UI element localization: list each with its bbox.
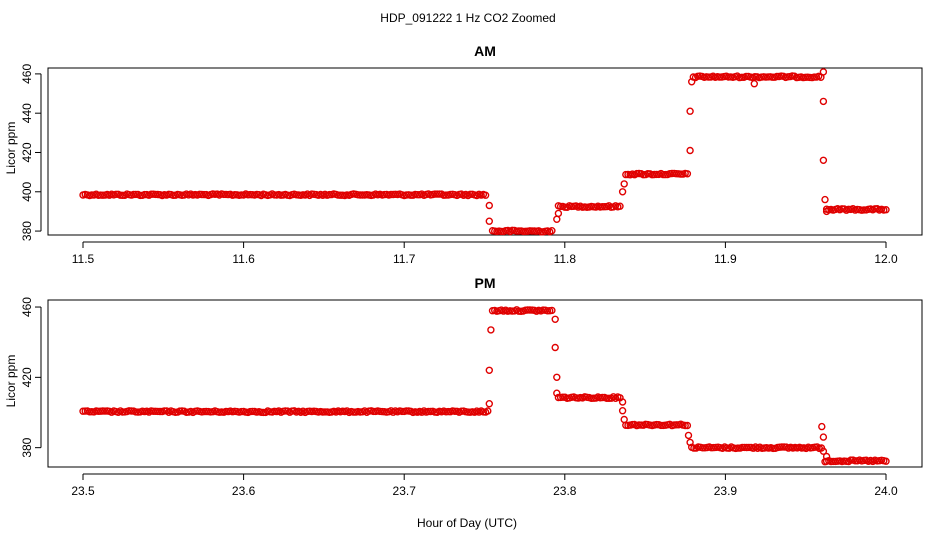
am-transition-point [485,217,493,225]
pm-plot-frame [47,299,923,468]
pm-x-tick-label: 23.9 [714,484,738,498]
am-x-axis: 11.5 11.6 11.7 11.8 11.9 12.0 [72,241,898,266]
pm-panel-title: PM [475,275,496,291]
am-segment-0-point [481,191,490,199]
pm-transition-point [684,431,693,440]
pm-data-points [79,306,890,466]
pm-transition-point [485,400,493,408]
am-segment-4-point [742,72,750,81]
pm-transition-point [553,389,561,397]
pm-segment-3-point [683,421,692,430]
pm-y-axis-label: Licor ppm [4,355,18,408]
am-transition-point [688,78,696,86]
am-x-tick-label: 11.5 [72,252,95,266]
am-data-points [79,68,890,236]
am-segment-1-point [548,226,556,235]
am-transition-point [819,68,828,76]
am-segment-3-point [659,170,667,179]
am-transition-point [686,146,694,155]
am-plot-frame [47,67,923,236]
pm-panel: PM Licor ppm 23.5 23.6 23.7 23.8 23.9 24.0 38… [4,275,923,498]
am-segment-2-point [556,202,565,211]
pm-segment-2-point [603,394,611,402]
pm-transition-point [618,398,627,406]
pm-segment-0-point [484,407,492,415]
pm-y-tick-label: 380 [20,437,34,457]
am-x-tick-label: 12.0 [874,252,898,266]
pm-transition-point [551,315,559,323]
pm-x-axis: 23.5 23.6 23.7 23.8 23.9 24.0 [71,473,898,498]
am-segment-2-point [598,202,607,211]
pm-x-tick-label: 24.0 [874,484,898,498]
am-x-tick-label: 11.8 [554,252,577,266]
pm-transition-point [485,366,493,374]
pm-segment-5-point [882,457,890,465]
am-panel-title: AM [474,43,496,59]
am-segment-1-point [537,228,545,236]
am-y-axis-label: Licor ppm [4,122,18,175]
am-transition-point [553,215,561,224]
pm-y-axis: 380 420 460 [20,297,42,458]
pm-x-tick-label: 23.5 [71,484,95,498]
am-segment-1-point [497,227,505,236]
pm-transition-point [487,326,495,334]
pm-segment-4-point [778,443,786,451]
pm-x-tick-label: 23.8 [553,484,577,498]
am-segment-0-point [435,190,444,198]
am-y-tick-label: 460 [20,64,34,84]
am-transition-point [750,79,758,88]
am-transition-point [686,107,694,115]
am-transition-point [620,180,628,188]
pm-transition-point [822,452,831,461]
pm-segment-1-point [548,306,556,315]
pm-segment-3-point [681,421,689,430]
am-transition-point [822,207,831,216]
pm-transition-point [553,373,561,381]
am-segment-0-point [433,190,441,198]
am-transition-point [819,156,828,165]
pm-x-tick-label: 23.6 [232,484,256,498]
am-transition-point [821,195,829,204]
am-y-tick-label: 440 [20,103,34,123]
pm-transition-point [818,422,826,431]
x-axis-label: Hour of Day (UTC) [417,516,517,530]
pm-y-tick-label: 420 [20,367,34,387]
am-segment-0-point [112,190,120,199]
am-x-tick-label: 11.9 [714,252,737,266]
am-panel: AM Licor ppm 11.5 11.6 11.7 11.8 11.9 12.0 38… [4,43,923,266]
am-segment-2-point [616,202,624,210]
am-y-tick-label: 420 [20,142,34,162]
pm-y-tick-label: 460 [20,297,34,317]
am-x-tick-label: 11.6 [232,252,255,266]
am-transition-point [618,188,627,196]
am-transition-point [819,97,828,106]
pm-transition-point [819,447,828,455]
pm-x-tick-label: 23.7 [393,484,417,498]
pm-transition-point [819,433,828,441]
am-transition-point [554,209,563,218]
pm-transition-point [551,343,559,352]
pm-transition-point [620,415,628,424]
pm-transition-point [618,407,627,415]
am-segment-4-point [738,73,746,82]
am-y-tick-label: 400 [20,181,34,201]
am-segment-3-point [683,170,692,178]
pm-transition-point [686,438,694,447]
am-transition-point [485,201,493,210]
am-x-tick-label: 11.7 [393,252,416,266]
am-y-tick-label: 380 [20,221,34,241]
am-y-axis: 380 400 420 440 460 [20,64,42,241]
am-segment-0-point [466,190,474,199]
chart-main-title: HDP_091222 1 Hz CO2 Zoomed [380,11,555,25]
am-segment-5-point [860,206,868,214]
am-segment-5-point [882,205,890,214]
